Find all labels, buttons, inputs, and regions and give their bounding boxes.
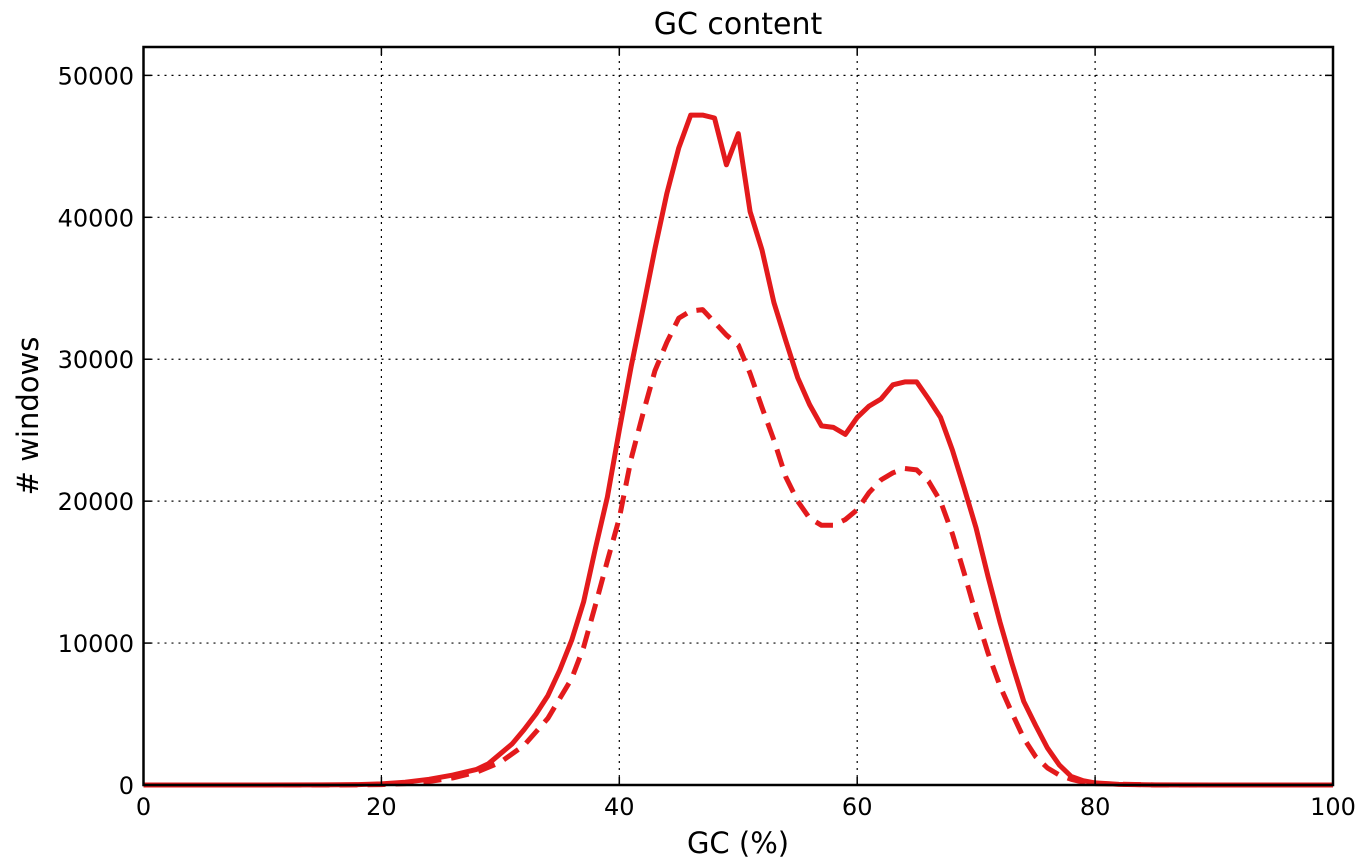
chart-title: GC content bbox=[654, 7, 823, 42]
x-tick-label: 60 bbox=[842, 793, 873, 821]
y-tick-label: 20000 bbox=[58, 488, 134, 516]
grid-lines bbox=[143, 47, 1333, 785]
y-tick-label: 50000 bbox=[58, 62, 134, 90]
plot-frame bbox=[142, 45, 1335, 787]
tick-labels: 0 20 40 60 80 100 0 10000 20000 30000 40000 50000 bbox=[58, 62, 1356, 821]
y-tick-label: 10000 bbox=[58, 630, 134, 658]
x-axis-title: GC (%) bbox=[687, 826, 789, 860]
series-line-dashed bbox=[143, 307, 1333, 788]
series-line-solid bbox=[143, 112, 1333, 788]
y-tick-label: 0 bbox=[119, 772, 134, 800]
x-tick-label: 20 bbox=[366, 793, 397, 821]
axis-ticks bbox=[142, 47, 1334, 786]
y-tick-label: 30000 bbox=[58, 346, 134, 374]
x-tick-label: 0 bbox=[136, 793, 151, 821]
x-tick-label: 80 bbox=[1080, 793, 1111, 821]
series-layer bbox=[143, 112, 1333, 788]
y-tick-label: 40000 bbox=[58, 204, 134, 232]
x-tick-label: 40 bbox=[604, 793, 635, 821]
x-tick-label: 100 bbox=[1310, 793, 1356, 821]
y-axis-title: # windows bbox=[11, 337, 45, 496]
